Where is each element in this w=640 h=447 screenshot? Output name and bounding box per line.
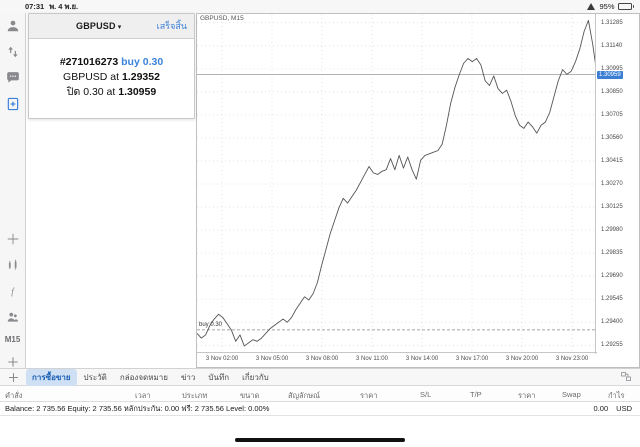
close-price: 1.30959: [118, 86, 157, 99]
tab-4[interactable]: บันทึก: [208, 372, 230, 382]
price-chart[interactable]: GBPUSD, M15 buy 0.30 1.31285 1.31140 1.309…: [196, 13, 640, 368]
tab-3[interactable]: ข่าว: [180, 372, 196, 382]
chevron-down-icon: ▾: [117, 24, 122, 31]
left-toolbar: f M15: [0, 13, 26, 375]
home-indicator[interactable]: [235, 438, 405, 442]
column-header-5[interactable]: ราคา: [360, 391, 378, 400]
account-icon[interactable]: [0, 13, 26, 39]
time-tick-1: 3 Nov 05:00: [255, 356, 289, 362]
trade-action: buy 0.30: [121, 56, 164, 68]
price-tick-13: 1.29400: [601, 319, 623, 326]
price-tick-9: 1.29980: [601, 227, 623, 234]
price-tick-1: 1.31140: [601, 42, 623, 49]
time-tick-7: 3 Nov 23:00: [555, 356, 589, 362]
svg-text:f: f: [11, 287, 15, 298]
chart-plot-area[interactable]: buy 0.30: [196, 14, 598, 354]
column-header-6[interactable]: S/L: [420, 390, 432, 399]
order-line-label: buy 0.30: [199, 321, 223, 328]
ios-status-bar: 07:31 พ. 4 พ.ย. 95%: [0, 0, 640, 13]
price-tick-0: 1.31285: [601, 19, 623, 26]
price-tick-14: 1.29255: [601, 342, 623, 349]
price-axis[interactable]: 1.31285 1.31140 1.30995 1.30850 1.30705 1.305…: [595, 14, 639, 354]
price-tick-11: 1.29690: [601, 273, 623, 280]
tab-2[interactable]: กล่องจดหมาย: [119, 372, 168, 382]
price-tick-4: 1.30705: [601, 111, 623, 118]
chart-svg: [196, 14, 598, 354]
time-tick-0: 3 Nov 02:00: [205, 356, 239, 362]
tab-0[interactable]: การซื้อขาย: [26, 368, 77, 386]
column-header-10[interactable]: กำไร: [608, 391, 625, 400]
wifi-icon: [587, 3, 596, 10]
column-header-4[interactable]: สัญลักษณ์: [288, 391, 321, 400]
objects-icon[interactable]: [0, 304, 26, 330]
time-tick-5: 3 Nov 17:00: [455, 356, 489, 362]
trade-arrows-icon[interactable]: [0, 39, 26, 65]
function-icon[interactable]: f: [0, 278, 26, 304]
trade-table-header: คำสั่ง เวลา ประเภท ขนาด สัญลักษณ์ ราคา S/L T/P ร…: [0, 386, 640, 402]
column-header-2[interactable]: ประเภท: [182, 391, 208, 400]
price-tick-3: 1.30850: [601, 88, 623, 95]
popup-body: #271016273 buy 0.30 GBPUSD at 1.29352 ปิ…: [29, 39, 194, 101]
total-profit: 0.00: [593, 404, 609, 413]
popup-symbol-selector[interactable]: GBPUSD ▾: [76, 21, 121, 31]
empty-trade-list: [0, 416, 640, 447]
column-header-8[interactable]: ราคา: [518, 391, 536, 400]
column-header-9[interactable]: Swap: [562, 390, 581, 399]
plus-icon[interactable]: [0, 349, 26, 375]
crosshair-icon[interactable]: [0, 226, 26, 252]
currency-label: USD: [616, 404, 632, 413]
time-tick-2: 3 Nov 08:00: [305, 356, 339, 362]
price-tick-7: 1.30270: [601, 181, 623, 187]
tab-1[interactable]: ประวัติ: [83, 372, 107, 382]
column-header-7[interactable]: T/P: [470, 390, 482, 399]
close-prefix: ปิด 0.30 at: [66, 86, 116, 99]
open-price: 1.29352: [121, 71, 160, 84]
indicators-icon[interactable]: [0, 252, 26, 278]
trade-detail-popup[interactable]: GBPUSD ▾ เสร็จสิ้น #271016273 buy 0.30 GB…: [28, 13, 195, 119]
status-bar-left: 07:31 พ. 4 พ.ย.: [25, 1, 78, 13]
battery-icon: [617, 3, 634, 10]
column-header-0[interactable]: คำสั่ง: [5, 391, 23, 400]
account-status-bar: Balance: 2 735.56 Equity: 2 735.56 หลักป…: [0, 402, 640, 416]
total-profit-group: 0.00 USD: [594, 404, 632, 413]
status-bar-right: 95%: [587, 2, 634, 11]
tab-5[interactable]: เกี่ยวกับ: [242, 372, 269, 382]
layout-icon[interactable]: [620, 371, 632, 383]
price-tick-2: 1.30995: [601, 65, 623, 72]
price-tick-6: 1.30415: [601, 157, 623, 164]
time-tick-4: 3 Nov 14:00: [405, 356, 439, 362]
current-price-badge: 1.30959: [597, 70, 623, 79]
column-header-1[interactable]: เวลา: [135, 391, 151, 400]
timeframe-label[interactable]: M15: [4, 335, 21, 344]
battery-percent: 95%: [599, 2, 615, 11]
clock-date: พ. 4 พ.ย.: [49, 1, 79, 11]
bottom-tab-bar: การซื้อขาย ประวัติ กล่องจดหมาย ข่าว บันทึก เก…: [0, 368, 640, 386]
column-header-3[interactable]: ขนาด: [240, 391, 260, 400]
add-tab-icon[interactable]: [0, 371, 26, 384]
done-button[interactable]: เสร็จสิ้น: [156, 21, 187, 31]
popup-symbol-label: GBPUSD: [76, 21, 116, 31]
price-tick-8: 1.30125: [601, 204, 623, 211]
chart-title: GBPUSD, M15: [200, 15, 244, 22]
clock-time: 07:31: [25, 2, 45, 11]
new-chart-icon[interactable]: [0, 91, 26, 117]
chat-icon[interactable]: [0, 65, 26, 91]
price-tick-12: 1.29545: [601, 296, 623, 303]
price-tick-5: 1.30560: [601, 134, 623, 141]
open-prefix: GBPUSD at: [63, 71, 120, 84]
open-line: GBPUSD at 1.29352: [39, 70, 184, 85]
time-tick-3: 3 Nov 11:00: [356, 356, 388, 362]
time-axis[interactable]: 3 Nov 02:00 3 Nov 05:00 3 Nov 08:00 3 Nov 1…: [197, 352, 597, 367]
time-tick-6: 3 Nov 20:00: [505, 356, 539, 362]
ticket-line: #271016273 buy 0.30: [39, 55, 184, 70]
close-line: ปิด 0.30 at 1.30959: [39, 85, 184, 100]
ticket-number: #271016273: [59, 56, 119, 68]
price-tick-10: 1.29835: [601, 250, 623, 257]
account-summary: Balance: 2 735.56 Equity: 2 735.56 หลักป…: [5, 403, 270, 413]
popup-header: GBPUSD ▾ เสร็จสิ้น: [29, 14, 194, 39]
